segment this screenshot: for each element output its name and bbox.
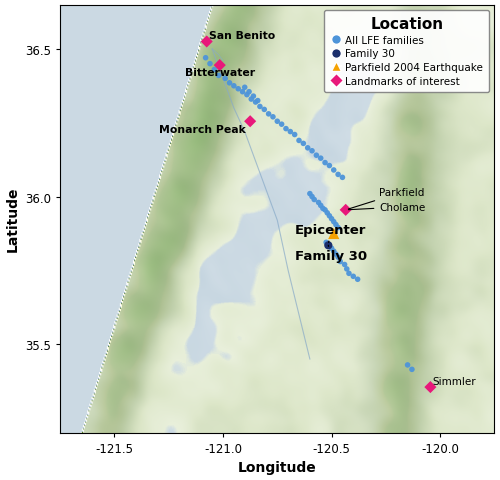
Text: Cholame: Cholame bbox=[348, 203, 426, 213]
Point bbox=[246, 118, 254, 126]
Point bbox=[354, 276, 362, 284]
X-axis label: Longitude: Longitude bbox=[238, 460, 316, 474]
Point bbox=[245, 89, 253, 96]
Text: Bitterwater: Bitterwater bbox=[184, 68, 255, 78]
Point bbox=[214, 72, 222, 80]
Point bbox=[230, 83, 238, 90]
Point bbox=[221, 75, 229, 83]
Text: Parkfield: Parkfield bbox=[348, 188, 424, 210]
Point bbox=[408, 366, 416, 373]
Point bbox=[334, 224, 342, 232]
Point bbox=[330, 167, 338, 174]
Point bbox=[345, 270, 353, 277]
Point bbox=[240, 84, 248, 92]
Point bbox=[202, 38, 210, 46]
Point bbox=[290, 132, 298, 139]
Point bbox=[310, 196, 318, 204]
Point bbox=[340, 261, 348, 269]
Point bbox=[238, 89, 246, 96]
Point bbox=[243, 92, 251, 99]
Point bbox=[330, 248, 338, 255]
Text: Simmler: Simmler bbox=[432, 376, 476, 386]
Point bbox=[323, 209, 331, 217]
Point bbox=[206, 60, 214, 68]
Point bbox=[278, 121, 285, 129]
Point bbox=[350, 273, 358, 281]
Point bbox=[254, 97, 262, 105]
Point bbox=[252, 99, 260, 107]
Y-axis label: Latitude: Latitude bbox=[6, 187, 20, 252]
Point bbox=[274, 118, 281, 126]
Point bbox=[426, 384, 434, 391]
Point bbox=[304, 144, 312, 152]
Point bbox=[338, 174, 346, 182]
Text: Family 30: Family 30 bbox=[294, 246, 367, 263]
Point bbox=[316, 202, 324, 210]
Point bbox=[269, 114, 277, 121]
Point bbox=[308, 148, 316, 156]
Point bbox=[282, 125, 290, 133]
Point bbox=[330, 230, 338, 238]
Point bbox=[342, 206, 349, 214]
Point bbox=[334, 171, 342, 179]
Point bbox=[316, 155, 324, 163]
Point bbox=[247, 96, 255, 104]
Point bbox=[226, 80, 234, 87]
Point bbox=[321, 159, 329, 167]
Point bbox=[324, 242, 332, 250]
Point bbox=[334, 254, 342, 262]
Point bbox=[286, 129, 294, 136]
Point bbox=[332, 251, 340, 258]
Point bbox=[336, 258, 344, 266]
Legend: All LFE families, Family 30, Parkfield 2004 Earthquake, Landmarks of interest: All LFE families, Family 30, Parkfield 2… bbox=[324, 11, 489, 93]
Point bbox=[314, 199, 322, 207]
Point bbox=[202, 55, 209, 62]
Point bbox=[326, 162, 334, 170]
Point bbox=[256, 103, 264, 111]
Point bbox=[332, 221, 340, 229]
Point bbox=[328, 216, 336, 223]
Point bbox=[326, 213, 334, 220]
Point bbox=[324, 242, 332, 250]
Point bbox=[404, 361, 411, 369]
Point bbox=[343, 265, 351, 273]
Point bbox=[322, 239, 330, 247]
Point bbox=[306, 191, 314, 198]
Text: Monarch Peak: Monarch Peak bbox=[159, 124, 246, 134]
Point bbox=[328, 245, 336, 252]
Point bbox=[250, 93, 258, 101]
Point bbox=[216, 62, 224, 70]
Point bbox=[300, 140, 308, 148]
Point bbox=[308, 193, 316, 201]
Text: Epicenter: Epicenter bbox=[294, 223, 366, 243]
Point bbox=[319, 205, 327, 213]
Point bbox=[312, 152, 320, 160]
Point bbox=[330, 218, 338, 226]
Text: San Benito: San Benito bbox=[209, 31, 275, 41]
Point bbox=[210, 67, 218, 74]
Point bbox=[260, 107, 268, 114]
Point bbox=[295, 137, 303, 145]
Point bbox=[321, 206, 329, 214]
Point bbox=[264, 111, 272, 119]
Point bbox=[234, 86, 242, 94]
